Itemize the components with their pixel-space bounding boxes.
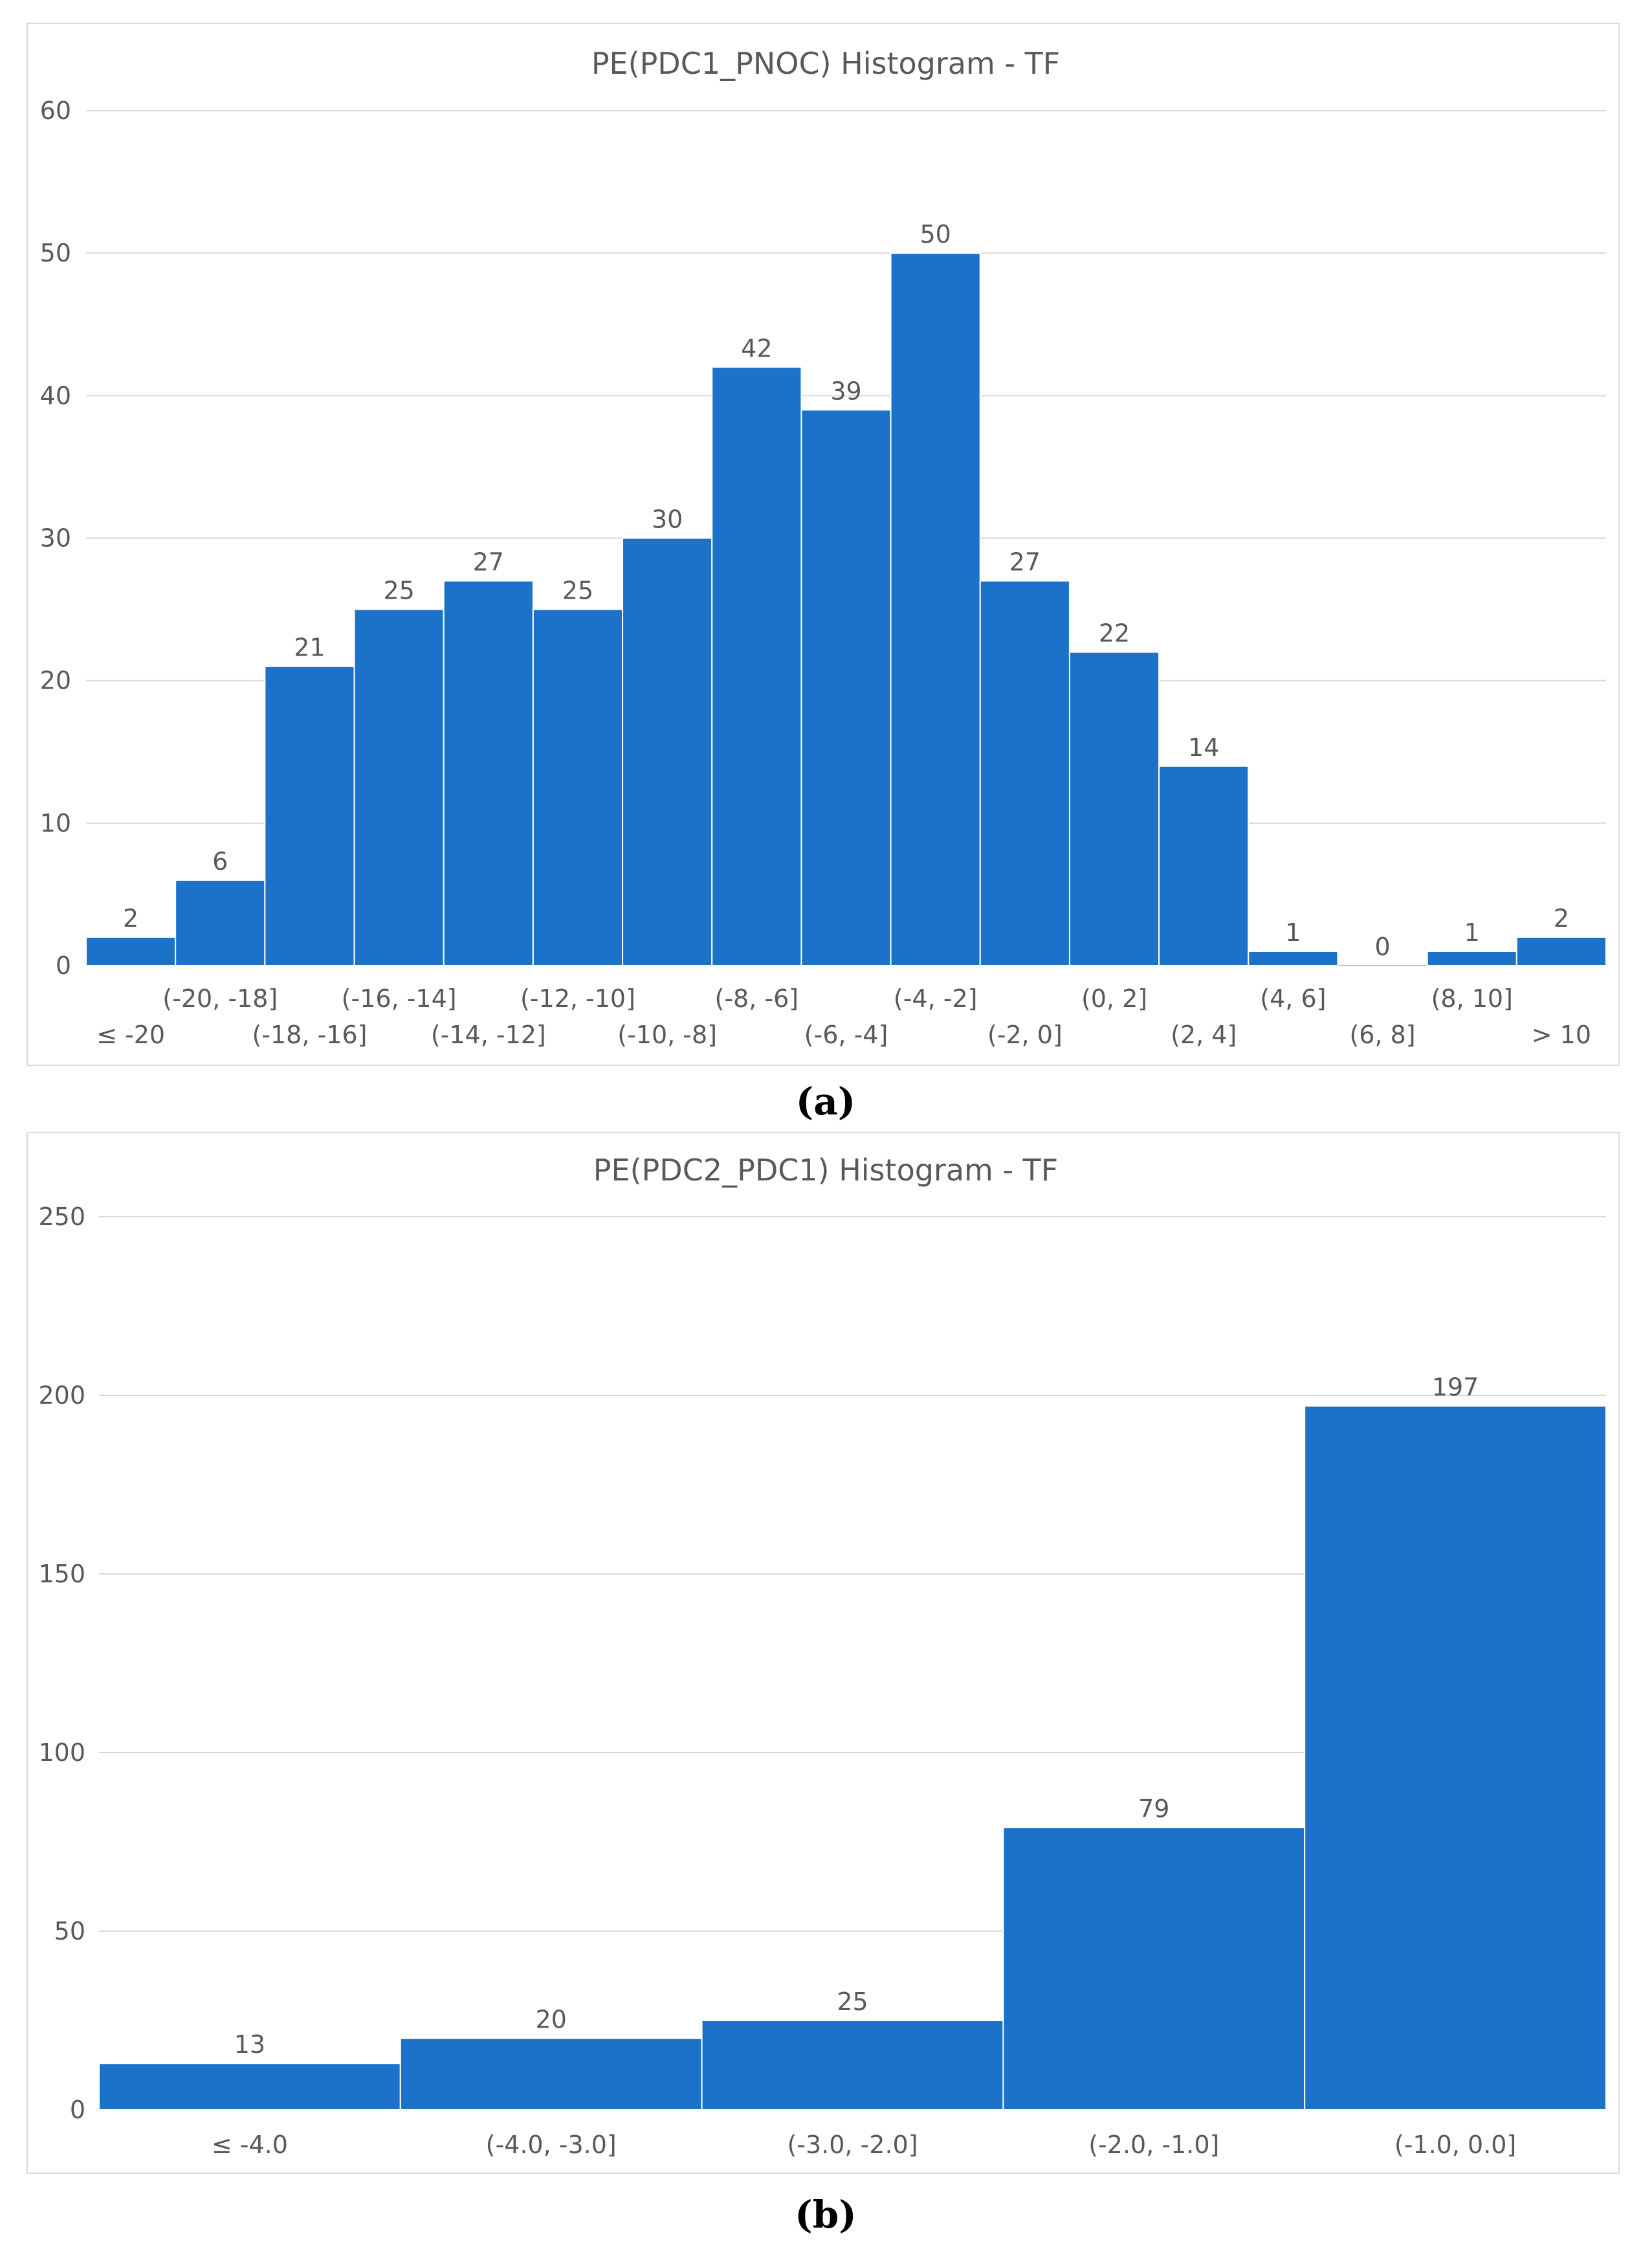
data-label-b-1: 20 (536, 2006, 567, 2034)
bar-a-13 (1248, 950, 1339, 966)
bar-a-8 (800, 409, 892, 966)
y-axis-ticks-b: 0 50 100 150 200 250 (38, 1202, 85, 2124)
x-tick-label-b-3: (-2.0, -1.0] (1088, 2131, 1219, 2159)
x-tick-label-a-14: (6, 8] (1349, 1021, 1415, 1049)
data-labels-a: 2 6 21 25 27 25 30 42 39 50 27 22 14 1 0 1 2 (123, 220, 1569, 961)
x-axis-ticks-b: ≤ -4.0 (-4.0, -3.0] (-3.0, -2.0] (-2.0, -1.… (212, 2131, 1516, 2159)
x-tick-label-b-4: (-1.0, 0.0] (1394, 2131, 1516, 2159)
x-tick-label-a-16: > 10 (1532, 1021, 1591, 1049)
bar-a-1 (175, 879, 266, 967)
y-tick-label-a-4: 40 (40, 381, 71, 410)
bar-a-0 (85, 936, 177, 967)
data-label-a-13: 1 (1285, 918, 1301, 947)
x-tick-label-a-4: (-14, -12] (431, 1021, 546, 1049)
x-tick-label-a-1: (-20, -18] (162, 984, 278, 1013)
y-tick-label-a-5: 50 (40, 239, 71, 267)
x-tick-label-a-3: (-16, -14] (342, 984, 457, 1013)
x-tick-label-a-6: (-10, -8] (617, 1021, 717, 1049)
bar-a-16 (1515, 936, 1607, 967)
x-tick-label-a-7: (-8, -6] (715, 984, 799, 1013)
bar-a-9 (890, 252, 981, 967)
data-label-a-0: 2 (123, 904, 138, 933)
data-label-a-12: 14 (1188, 733, 1219, 762)
x-tick-label-a-15: (8, 10] (1431, 984, 1513, 1013)
bar-b-0 (98, 2063, 401, 2110)
data-label-a-14: 0 (1374, 933, 1390, 961)
bar-a-15 (1426, 950, 1517, 966)
bar-a-10 (979, 580, 1070, 966)
data-label-a-10: 27 (1009, 548, 1041, 577)
panel-caption-b: (b) (795, 2193, 856, 2237)
x-tick-label-b-2: (-3.0, -2.0] (787, 2131, 918, 2159)
x-tick-label-a-10: (-2, 0] (987, 1021, 1063, 1049)
bar-a-7 (711, 366, 802, 966)
data-label-a-3: 25 (383, 577, 414, 605)
data-label-b-4: 197 (1432, 1373, 1479, 1402)
bars-b (98, 1405, 1607, 2111)
bar-a-4 (443, 580, 534, 966)
bar-b-3 (1002, 1826, 1306, 2110)
data-label-a-4: 27 (473, 548, 504, 577)
data-labels-b: 13 20 25 79 197 (234, 1373, 1479, 2059)
bar-a-5 (532, 608, 624, 966)
chart-title-a: PE(PDC1_PNOC) Histogram - TF (591, 46, 1060, 81)
data-label-a-7: 42 (741, 334, 772, 362)
data-label-b-0: 13 (234, 2030, 265, 2059)
bar-b-1 (399, 2037, 703, 2111)
bar-b-4 (1304, 1405, 1607, 2110)
y-tick-label-a-0: 0 (56, 951, 71, 980)
x-tick-label-b-1: (-4.0, -3.0] (486, 2131, 617, 2159)
data-label-a-9: 50 (920, 220, 951, 249)
x-tick-label-b-0: ≤ -4.0 (212, 2131, 288, 2159)
y-tick-label-b-3: 150 (38, 1560, 85, 1588)
bar-a-11 (1068, 651, 1160, 967)
x-tick-label-a-5: (-12, -10] (520, 984, 635, 1013)
y-tick-label-b-1: 50 (54, 1917, 85, 1945)
data-label-b-3: 79 (1138, 1795, 1169, 1823)
data-label-a-1: 6 (212, 847, 228, 876)
x-tick-label-a-12: (2, 4] (1171, 1021, 1237, 1049)
y-tick-label-b-2: 100 (38, 1738, 85, 1767)
y-tick-label-b-5: 250 (38, 1202, 85, 1231)
y-tick-label-a-2: 20 (40, 667, 71, 695)
bar-a-6 (622, 537, 713, 966)
chart-title-b: PE(PDC2_PDC1) Histogram - TF (593, 1153, 1058, 1188)
y-axis-ticks-a: 0 10 20 30 40 50 60 (40, 96, 71, 980)
data-label-a-2: 21 (294, 634, 325, 662)
data-label-a-16: 2 (1554, 904, 1569, 933)
y-tick-label-a-1: 10 (40, 809, 71, 837)
data-label-a-5: 25 (562, 577, 593, 605)
bar-a-2 (264, 665, 355, 967)
y-tick-label-a-3: 30 (40, 524, 71, 553)
x-tick-label-a-11: (0, 2] (1081, 984, 1147, 1013)
histogram-panel-b: PE(PDC2_PDC1) Histogram - TF 0 50 100 150 20… (27, 1132, 1620, 2174)
bar-b-2 (701, 2020, 1004, 2110)
data-label-a-11: 22 (1099, 619, 1130, 648)
panel-caption-a: (a) (796, 1079, 855, 1124)
data-label-a-8: 39 (830, 377, 861, 405)
x-tick-label-a-8: (-6, -4] (804, 1021, 888, 1049)
histogram-panel-a: PE(PDC1_PNOC) Histogram - TF 01020304050… (27, 23, 1620, 1066)
data-label-a-6: 30 (652, 505, 683, 534)
x-tick-label-a-13: (4, 6] (1260, 984, 1326, 1013)
bar-a-12 (1158, 765, 1250, 967)
data-label-a-15: 1 (1464, 918, 1480, 947)
data-label-b-2: 25 (837, 1987, 868, 2016)
y-tick-label-b-0: 0 (70, 2096, 85, 2124)
x-tick-label-a-0: ≤ -20 (96, 1021, 165, 1049)
y-tick-label-b-4: 200 (38, 1381, 85, 1410)
bar-a-3 (353, 608, 445, 966)
x-tick-label-a-9: (-4, -2] (894, 984, 978, 1013)
x-tick-label-a-2: (-18, -16] (252, 1021, 367, 1049)
bars-a (85, 252, 1607, 967)
y-tick-label-a-6: 60 (40, 96, 71, 125)
x-axis-ticks-a: ≤ -20 (-20, -18] (-18, -16] (-16, -14] (-14,… (96, 984, 1591, 1049)
